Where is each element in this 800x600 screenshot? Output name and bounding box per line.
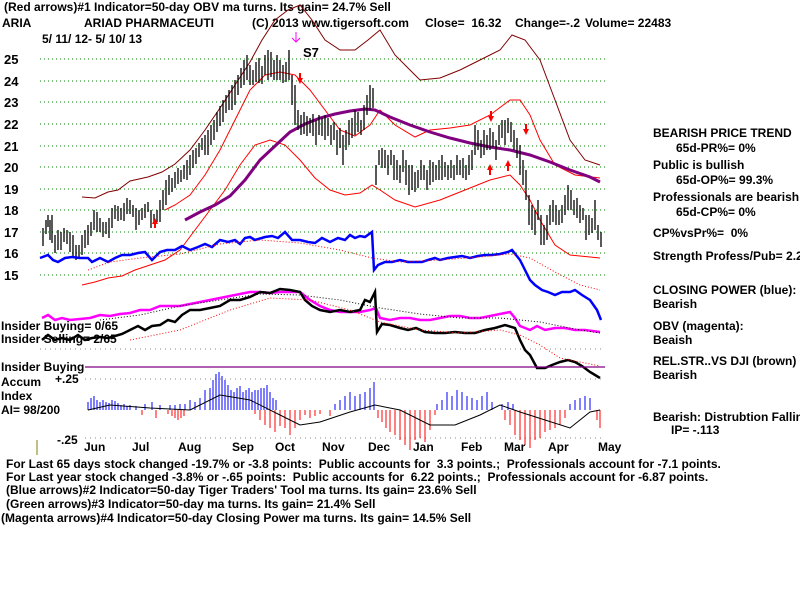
lower-red-band (81, 139, 601, 286)
public-status: Public is bullish (653, 158, 745, 172)
y-tick-21: 21 (4, 139, 19, 154)
cpvspr-value: CP%vsPr%= 0% (653, 226, 749, 240)
closing-power-status: Bearish (653, 297, 698, 311)
red-up-arrow (487, 164, 493, 175)
insider-buying-label: Insider Buying (1, 360, 85, 374)
insider-buying-count: Insider Buying= 0/65 (1, 319, 119, 333)
accum-label: Accum (1, 375, 42, 389)
obv-status: Beaish (653, 333, 693, 347)
index-label: Index (1, 389, 33, 403)
obv-label: OBV (magenta): (653, 319, 744, 333)
red-down-arrow (523, 124, 529, 135)
red-arrows (152, 73, 529, 228)
y-tick-15: 15 (4, 268, 19, 283)
close-value: Close= 16.32 (425, 16, 502, 30)
x-tick-jul: Jul (132, 440, 150, 454)
indicator-1-line: (Red arrows)#1 Indicator=50-day OBV ma t… (4, 0, 391, 14)
x-tick-feb: Feb (461, 440, 483, 454)
x-tick-apr: Apr (548, 440, 569, 454)
x-tick-oct: Oct (275, 440, 296, 454)
accum-minus-label: -.25 (57, 433, 78, 447)
change-value: Change=-.2 (515, 16, 581, 30)
price-bars (42, 50, 602, 260)
magenta-arrow (291, 32, 301, 43)
signal-s7-label: S7 (303, 45, 319, 60)
company-name: ARIAD PHARMACEUTI (84, 16, 214, 30)
op-value: 65d-OP%= 99.3% (676, 173, 774, 187)
y-tick-18: 18 (4, 203, 19, 218)
volume-value: Volume= 22483 (585, 16, 672, 30)
copyright-text: (C) 2013 www.tigersoft.com (252, 16, 409, 30)
red-down-arrow (297, 73, 303, 84)
x-tick-nov: Nov (322, 440, 345, 454)
ai-value: AI= 98/200 (1, 403, 61, 417)
red-up-arrow (505, 160, 511, 171)
accum-plus-label: +.25 (55, 372, 79, 386)
red-down-arrow (488, 111, 494, 122)
footer-blue-arrows: (Blue arrows)#2 Indicator=50-day Tiger T… (6, 483, 477, 497)
distribution-status: Bearish: Distrubtion Falling (653, 410, 800, 424)
y-tick-23: 23 (4, 95, 19, 110)
upper-band (81, 4, 601, 199)
date-range: 5/ 11/ 12- 5/ 10/ 13 (42, 32, 143, 46)
x-tick-may: May (598, 440, 622, 454)
footer-year: For Last year stock changed -3.8% or -.6… (6, 470, 709, 484)
y-tick-19: 19 (4, 182, 19, 197)
relative-strength-line (41, 287, 601, 380)
y-tick-24: 24 (4, 74, 19, 89)
pr-value: 65d-PR%= 0% (676, 141, 756, 155)
y-tick-22: 22 (4, 117, 19, 132)
y-tick-16: 16 (4, 246, 19, 261)
relstr-status: Bearish (653, 368, 698, 382)
x-tick-mar: Mar (504, 440, 526, 454)
footer-65day: For Last 65 days stock changed -19.7% or… (6, 457, 721, 471)
strength-value: Strength Profess/Pub= 2.2 (653, 249, 800, 263)
x-tick-dec: Dec (368, 440, 391, 454)
insider-selling-count: Insider Selling= 2/65 (1, 332, 117, 346)
relstr-label: REL.STR..VS DJI (brown) (653, 354, 797, 368)
y-tick-20: 20 (4, 160, 19, 175)
ticker-symbol: ARIA (2, 16, 32, 30)
ip-value: IP= -.113 (671, 423, 720, 437)
y-tick-17: 17 (4, 225, 19, 240)
footer-magenta-arrows: (Magenta arrows)#4 Indicator=50-day Clos… (1, 511, 472, 525)
x-tick-jun: Jun (84, 440, 106, 454)
closing-power-label: CLOSING POWER (blue): (653, 283, 797, 297)
x-tick-sep: Sep (232, 440, 255, 454)
trend-title: BEARISH PRICE TREND (653, 126, 792, 140)
obv-line (41, 290, 601, 334)
cp-value: 65d-CP%= 0% (676, 205, 756, 219)
y-tick-25: 25 (4, 52, 19, 67)
professionals-status: Professionals are bearish (653, 190, 800, 204)
x-tick-aug: Aug (178, 440, 202, 454)
closing-power-line (39, 229, 603, 321)
accum-index-histogram (87, 372, 601, 450)
upper-red-band (164, 71, 601, 211)
x-tick-jan: Jan (413, 440, 434, 454)
footer-green-arrows: (Green arrows)#3 Indicator=50-day ma tur… (6, 497, 376, 511)
red-up-arrow (152, 218, 158, 228)
